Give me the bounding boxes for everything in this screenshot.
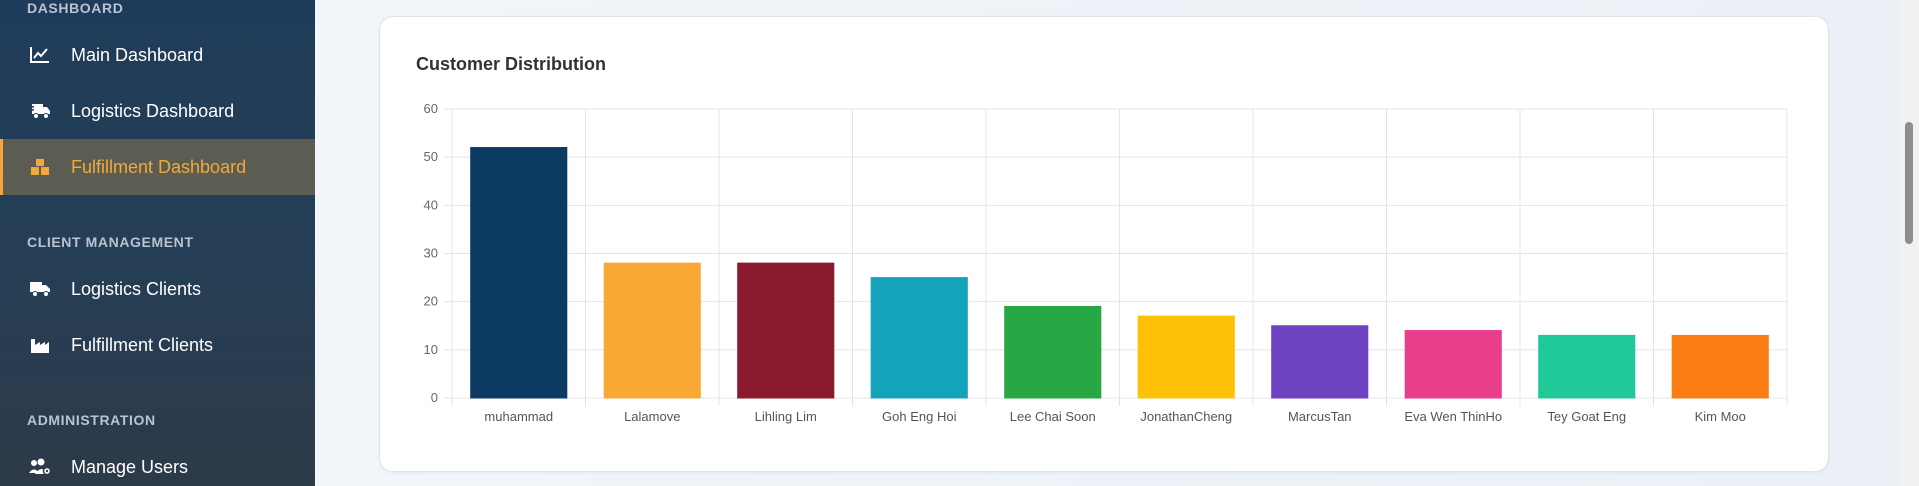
sidebar-item-logistics-clients[interactable]: Logistics Clients bbox=[0, 261, 315, 317]
x-tick-label: Goh Eng Hoi bbox=[882, 409, 957, 424]
y-tick-label: 20 bbox=[424, 294, 438, 309]
boxes-icon bbox=[29, 157, 51, 177]
bar-jonathancheng[interactable] bbox=[1137, 315, 1235, 399]
y-tick-label: 40 bbox=[424, 197, 438, 212]
y-tick-label: 50 bbox=[424, 149, 438, 164]
bar-kim-moo[interactable] bbox=[1671, 334, 1769, 399]
sidebar-item-fulfillment-dashboard[interactable]: Fulfillment Dashboard bbox=[0, 139, 315, 195]
sidebar-item-label: Manage Users bbox=[71, 456, 189, 477]
bar-eva-wen-thinho[interactable] bbox=[1404, 330, 1502, 399]
section-title-administration: ADMINISTRATION bbox=[27, 412, 156, 428]
x-tick-label: Lalamove bbox=[624, 409, 680, 424]
x-tick-label: Eva Wen ThinHo bbox=[1404, 409, 1502, 424]
chart-card: Customer Distribution 0 10 20 30 40 50 60 muham… bbox=[379, 16, 1829, 472]
y-tick-label: 0 bbox=[431, 390, 438, 405]
users-gear-icon bbox=[29, 457, 51, 477]
x-tick-label: Kim Moo bbox=[1695, 409, 1746, 424]
sidebar-item-fulfillment-clients[interactable]: Fulfillment Clients bbox=[0, 317, 315, 373]
sidebar: DASHBOARD Main Dashboard Logistics Dashb… bbox=[0, 0, 315, 486]
bar-marcustan[interactable] bbox=[1271, 325, 1369, 399]
y-tick-label: 30 bbox=[424, 246, 438, 261]
sidebar-item-label: Fulfillment Clients bbox=[71, 334, 214, 355]
truck-fast-icon bbox=[29, 101, 51, 121]
bar-muhammad[interactable] bbox=[470, 147, 568, 399]
x-tick-label: muhammad bbox=[484, 409, 553, 424]
x-tick-label: MarcusTan bbox=[1288, 409, 1352, 424]
sidebar-item-label: Main Dashboard bbox=[71, 44, 204, 65]
chart-title: Customer Distribution bbox=[416, 54, 607, 74]
chart-line-icon bbox=[29, 45, 51, 65]
y-tick-label: 10 bbox=[424, 342, 438, 357]
section-title-dashboard: DASHBOARD bbox=[27, 0, 124, 16]
x-tick-label: Lihling Lim bbox=[755, 409, 817, 424]
sidebar-item-manage-users[interactable]: Manage Users bbox=[0, 439, 315, 486]
bar-lihling-lim[interactable] bbox=[737, 262, 835, 399]
y-tick-label: 60 bbox=[424, 101, 438, 116]
bar-lee-chai-soon[interactable] bbox=[1004, 305, 1102, 399]
industry-icon bbox=[29, 335, 51, 355]
sidebar-item-logistics-dashboard[interactable]: Logistics Dashboard bbox=[0, 83, 315, 139]
sidebar-item-label: Logistics Clients bbox=[71, 278, 202, 299]
x-tick-label: Lee Chai Soon bbox=[1010, 409, 1096, 424]
sidebar-item-label: Fulfillment Dashboard bbox=[71, 156, 247, 177]
x-tick-label: JonathanCheng bbox=[1140, 409, 1232, 424]
bar-lalamove[interactable] bbox=[603, 262, 701, 399]
truck-icon bbox=[29, 279, 51, 299]
scrollbar-thumb[interactable] bbox=[1905, 122, 1913, 244]
section-title-client-management: CLIENT MANAGEMENT bbox=[27, 234, 194, 250]
sidebar-item-label: Logistics Dashboard bbox=[71, 100, 235, 121]
bar-goh-eng-hoi[interactable] bbox=[870, 277, 968, 399]
customer-distribution-chart: 0 10 20 30 40 50 60 muhammad Lalamove Lihling Lim… bbox=[424, 101, 1788, 424]
sidebar-item-main-dashboard[interactable]: Main Dashboard bbox=[0, 27, 315, 83]
bar-tey-goat-eng[interactable] bbox=[1538, 334, 1636, 399]
x-tick-label: Tey Goat Eng bbox=[1547, 409, 1626, 424]
